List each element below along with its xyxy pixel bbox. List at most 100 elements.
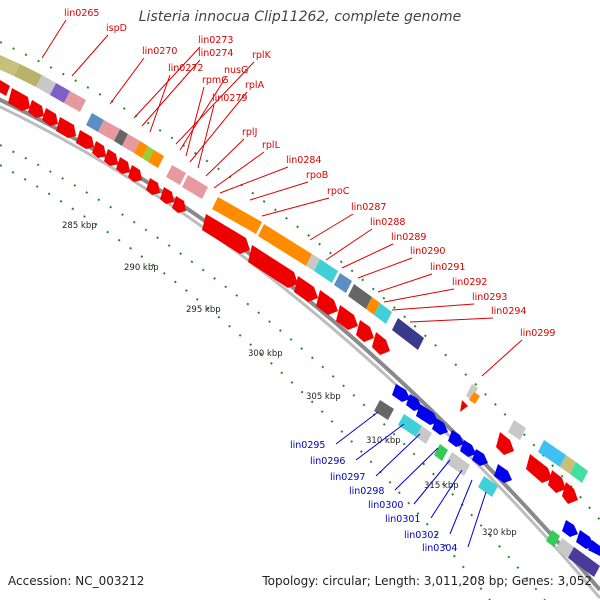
gene-label-rpmg: rpmG xyxy=(202,75,229,86)
gene-label-lin0272: lin0272 xyxy=(168,63,203,74)
leader-line xyxy=(383,288,455,303)
leader-line xyxy=(41,19,67,59)
gene-label-nusg: nusG xyxy=(224,65,248,76)
scale-label: 300 kbp xyxy=(248,349,283,359)
gene-label-lin0294: lin0294 xyxy=(491,306,526,317)
gene-label-lin0299: lin0299 xyxy=(520,328,555,339)
gene-label-lin0295: lin0295 xyxy=(290,440,325,451)
gene-label-lin0300: lin0300 xyxy=(368,500,403,511)
gene-arrow xyxy=(496,432,514,455)
gene-block xyxy=(466,384,478,400)
gene-block xyxy=(374,400,394,420)
gene-arrow xyxy=(104,149,118,166)
gene-block xyxy=(14,64,42,87)
gene-arrow xyxy=(562,482,578,504)
feature-lane-blue-arrows xyxy=(392,384,600,556)
gene-block xyxy=(556,538,574,558)
leader-line xyxy=(309,213,354,241)
leader-line xyxy=(467,491,487,548)
leader-line xyxy=(249,181,309,201)
gene-arrow xyxy=(116,157,130,174)
gene-arrow xyxy=(356,320,374,342)
gene-block xyxy=(166,165,186,185)
gene-block xyxy=(314,259,338,283)
scale-label: 295 kbp xyxy=(186,305,221,315)
accession-text: Accession: NC_003212 xyxy=(8,574,145,588)
gene-label-lin0291: lin0291 xyxy=(430,262,465,273)
leader-line xyxy=(185,86,205,157)
backbone-inner xyxy=(0,105,600,599)
leader-line xyxy=(261,197,330,217)
gene-block xyxy=(560,455,576,474)
gene-label-lin0302: lin0302 xyxy=(404,530,439,541)
gene-arrow xyxy=(294,276,318,302)
gene-block xyxy=(142,146,154,162)
gene-arrow xyxy=(406,394,422,411)
scale-label: 315 kbp xyxy=(424,481,459,491)
gene-block xyxy=(416,426,432,444)
gene-arrow xyxy=(128,165,142,182)
gene-arrow xyxy=(448,430,464,447)
scale-label: 320 kbp xyxy=(482,528,517,538)
leader-line xyxy=(175,61,255,145)
gene-label-lin0287: lin0287 xyxy=(351,202,386,213)
gene-block xyxy=(122,134,140,153)
gene-block xyxy=(538,440,566,467)
feature-lane-outer xyxy=(0,55,588,483)
gene-arrow xyxy=(392,384,410,402)
gene-block xyxy=(306,254,320,271)
gene-label-rpoc: rpoC xyxy=(327,186,350,197)
gene-arrow xyxy=(460,400,468,412)
gene-block xyxy=(86,113,104,132)
gene-label-lin0292: lin0292 xyxy=(452,277,487,288)
leader-line xyxy=(219,166,289,194)
scale-label: 285 kbp xyxy=(62,221,97,231)
gene-label-lin0296: lin0296 xyxy=(310,456,345,467)
gene-block xyxy=(546,530,560,547)
gene-label-rpll: rplL xyxy=(262,140,281,151)
gene-label-lin0298: lin0298 xyxy=(349,486,384,497)
gene-label-rpla: rplA xyxy=(245,80,265,91)
gene-block xyxy=(98,120,120,141)
gene-arrow xyxy=(460,440,476,457)
gene-block xyxy=(366,297,380,315)
gene-label-ispd: ispD xyxy=(106,23,127,34)
gene-arrow xyxy=(160,187,174,204)
gene-label-lin0304: lin0304 xyxy=(422,543,457,554)
gene-arrow xyxy=(316,290,338,315)
gene-arrow xyxy=(494,464,512,483)
gene-label-lin0289: lin0289 xyxy=(391,232,426,243)
gene-arrow xyxy=(548,470,566,493)
gene-arrow xyxy=(202,214,250,254)
gene-arrow xyxy=(472,449,488,466)
gene-arrow xyxy=(248,245,298,288)
gene-arrow xyxy=(336,305,358,330)
gene-block xyxy=(212,197,262,234)
scale-label: 290 kbp xyxy=(124,263,159,273)
gene-label-lin0273: lin0273 xyxy=(198,35,233,46)
leader-line xyxy=(189,91,248,163)
gene-block xyxy=(398,414,422,437)
red-gene-labels: lin0265ispDlin0270lin0273lin0274lin0272r… xyxy=(41,8,555,377)
leader-line xyxy=(409,317,494,323)
gene-label-lin0265: lin0265 xyxy=(64,8,99,19)
gene-block xyxy=(148,150,164,168)
feature-lane-minus xyxy=(374,400,600,577)
gene-arrow xyxy=(576,530,594,549)
gene-label-lin0279: lin0279 xyxy=(212,93,247,104)
gene-block xyxy=(434,444,448,461)
gene-block xyxy=(36,75,56,95)
gene-block xyxy=(134,141,148,158)
gene-block xyxy=(64,91,86,112)
gene-label-rpob: rpoB xyxy=(306,170,328,181)
gene-block xyxy=(0,55,20,76)
gene-label-lin0270: lin0270 xyxy=(142,46,177,57)
gene-arrow xyxy=(372,332,390,355)
gene-block xyxy=(348,284,372,309)
gene-arrow xyxy=(562,520,578,537)
leader-line xyxy=(377,273,433,293)
gene-block xyxy=(392,318,424,350)
leader-line xyxy=(335,411,379,445)
